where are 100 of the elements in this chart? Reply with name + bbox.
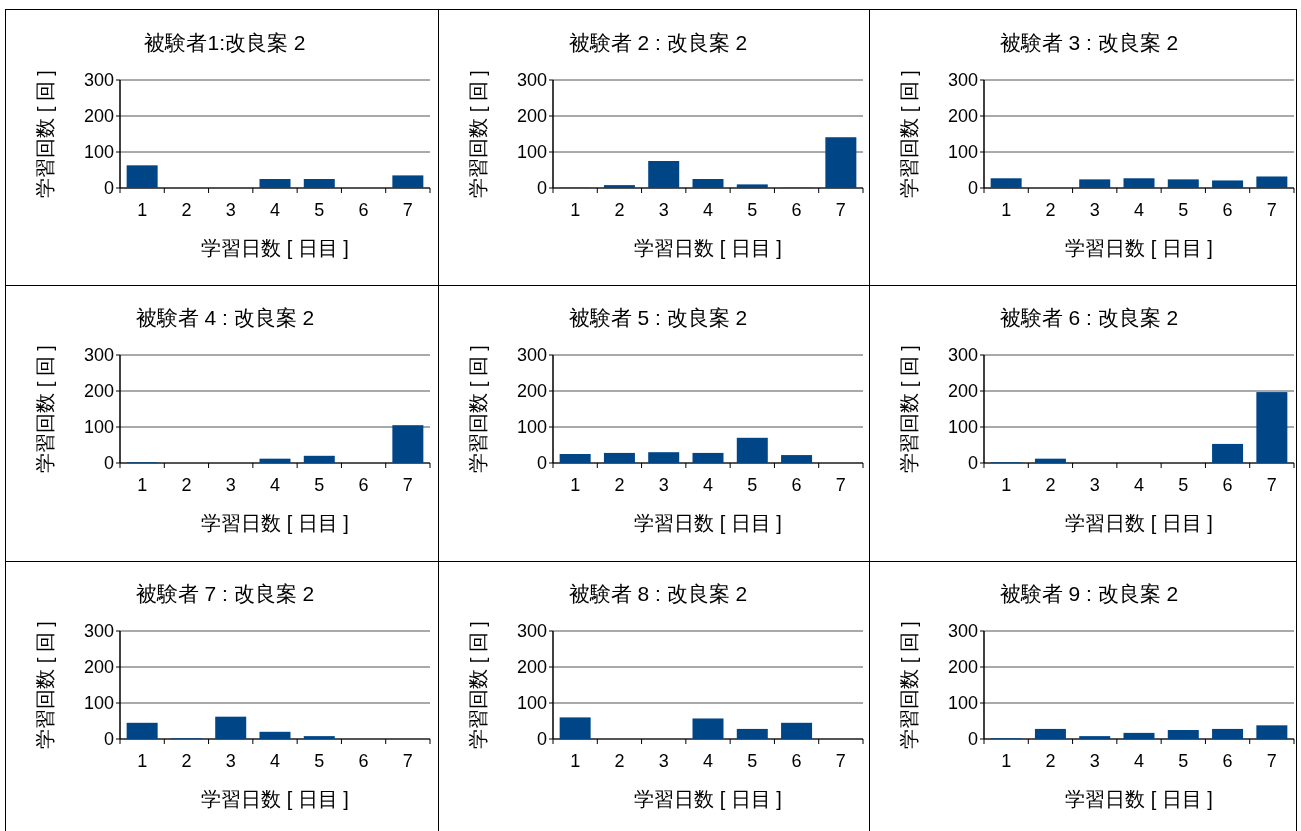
- x-tick-label: 5: [747, 751, 758, 771]
- x-tick-label: 2: [181, 751, 192, 771]
- x-axis-title: 学習日数 [ 日目 ]: [1065, 512, 1213, 534]
- x-tick-label: 7: [835, 200, 846, 220]
- chart-title: 被験者 8 : 改良案 2: [568, 582, 748, 605]
- bar: [1034, 458, 1066, 463]
- x-tick-label: 2: [1045, 475, 1056, 495]
- x-tick-label: 1: [1001, 475, 1012, 495]
- x-tick-label: 3: [658, 751, 669, 771]
- y-tick-label: 0: [103, 729, 114, 749]
- y-tick-label: 200: [83, 381, 114, 401]
- chart-title: 被験者 5 : 改良案 2: [568, 306, 748, 329]
- x-tick-label: 6: [791, 751, 802, 771]
- x-tick-label: 5: [1178, 751, 1189, 771]
- y-axis-title: 学習回数 [ 回 ]: [34, 70, 56, 198]
- bar: [648, 161, 680, 188]
- bar: [1256, 392, 1288, 463]
- x-tick-label: 3: [658, 200, 669, 220]
- y-axis-title: 学習回数 [ 回 ]: [898, 70, 920, 198]
- x-tick-label: 4: [1133, 475, 1145, 495]
- y-tick-label: 200: [516, 657, 547, 677]
- bar: [259, 458, 291, 463]
- y-tick-label: 300: [83, 70, 114, 90]
- x-tick-label: 4: [269, 200, 281, 220]
- bar: [692, 452, 724, 463]
- bar: [781, 455, 813, 463]
- bar: [392, 175, 424, 188]
- y-tick-label: 300: [516, 70, 547, 90]
- x-axis-title: 学習日数 [ 日目 ]: [1065, 788, 1213, 810]
- y-tick-label: 0: [967, 178, 978, 198]
- x-tick-label: 6: [791, 200, 802, 220]
- bar: [648, 452, 680, 463]
- y-tick-label: 0: [103, 178, 114, 198]
- x-tick-label: 3: [225, 475, 236, 495]
- y-tick-label: 200: [947, 657, 978, 677]
- chart-title: 被験者 9 : 改良案 2: [999, 582, 1179, 605]
- x-tick-label: 7: [1266, 475, 1277, 495]
- x-tick-label: 1: [570, 751, 581, 771]
- x-tick-label: 2: [181, 200, 192, 220]
- x-tick-label: 3: [1089, 751, 1100, 771]
- x-axis-title: 学習日数 [ 日目 ]: [634, 788, 782, 810]
- x-tick-label: 1: [570, 200, 581, 220]
- y-tick-label: 0: [967, 453, 978, 473]
- y-tick-label: 200: [83, 657, 114, 677]
- y-tick-label: 300: [947, 345, 978, 365]
- x-tick-label: 3: [658, 475, 669, 495]
- x-tick-label: 2: [1045, 751, 1056, 771]
- y-tick-label: 300: [516, 621, 547, 641]
- y-axis-title: 学習回数 [ 回 ]: [467, 70, 489, 198]
- y-tick-label: 100: [83, 693, 114, 713]
- x-tick-label: 7: [1266, 200, 1277, 220]
- x-tick-label: 5: [314, 751, 325, 771]
- x-tick-label: 6: [358, 200, 369, 220]
- bar: [1034, 728, 1066, 739]
- y-axis-title: 学習回数 [ 回 ]: [898, 345, 920, 473]
- bar: [603, 185, 635, 188]
- y-axis-title: 学習回数 [ 回 ]: [898, 621, 920, 749]
- chart-title: 被験者 6 : 改良案 2: [999, 306, 1179, 329]
- x-tick-label: 7: [402, 751, 413, 771]
- x-tick-label: 5: [747, 475, 758, 495]
- y-axis-title: 学習回数 [ 回 ]: [34, 345, 56, 473]
- y-tick-label: 0: [103, 453, 114, 473]
- y-tick-label: 100: [947, 142, 978, 162]
- x-tick-label: 4: [1133, 751, 1145, 771]
- x-tick-label: 1: [1001, 200, 1012, 220]
- chart-title: 被験者 2 : 改良案 2: [568, 31, 748, 54]
- y-tick-label: 100: [83, 417, 114, 437]
- x-tick-label: 3: [225, 751, 236, 771]
- bar: [603, 452, 635, 463]
- y-axis-title: 学習回数 [ 回 ]: [34, 621, 56, 749]
- x-tick-label: 4: [1133, 200, 1145, 220]
- bar: [392, 425, 424, 463]
- y-tick-label: 200: [516, 106, 547, 126]
- y-axis-title: 学習回数 [ 回 ]: [467, 621, 489, 749]
- x-tick-label: 1: [570, 475, 581, 495]
- y-tick-label: 0: [536, 453, 547, 473]
- x-tick-label: 1: [137, 751, 148, 771]
- y-tick-label: 100: [947, 417, 978, 437]
- y-tick-label: 200: [83, 106, 114, 126]
- bar: [259, 179, 291, 188]
- x-tick-label: 6: [358, 475, 369, 495]
- x-tick-label: 6: [1222, 475, 1233, 495]
- y-tick-label: 100: [516, 417, 547, 437]
- y-tick-label: 200: [516, 381, 547, 401]
- chart-title: 被験者 4 : 改良案 2: [135, 306, 315, 329]
- bar: [126, 722, 158, 739]
- x-tick-label: 6: [791, 475, 802, 495]
- bar: [1212, 443, 1244, 463]
- y-tick-label: 100: [947, 693, 978, 713]
- x-tick-label: 6: [1222, 200, 1233, 220]
- bar: [126, 165, 158, 188]
- bar: [1167, 730, 1199, 739]
- x-tick-label: 1: [1001, 751, 1012, 771]
- bar: [736, 437, 768, 463]
- bar: [1212, 728, 1244, 739]
- chart-title: 被験者 7 : 改良案 2: [135, 582, 315, 605]
- x-tick-label: 1: [137, 200, 148, 220]
- y-tick-label: 0: [967, 729, 978, 749]
- x-tick-label: 2: [614, 475, 625, 495]
- y-tick-label: 300: [83, 621, 114, 641]
